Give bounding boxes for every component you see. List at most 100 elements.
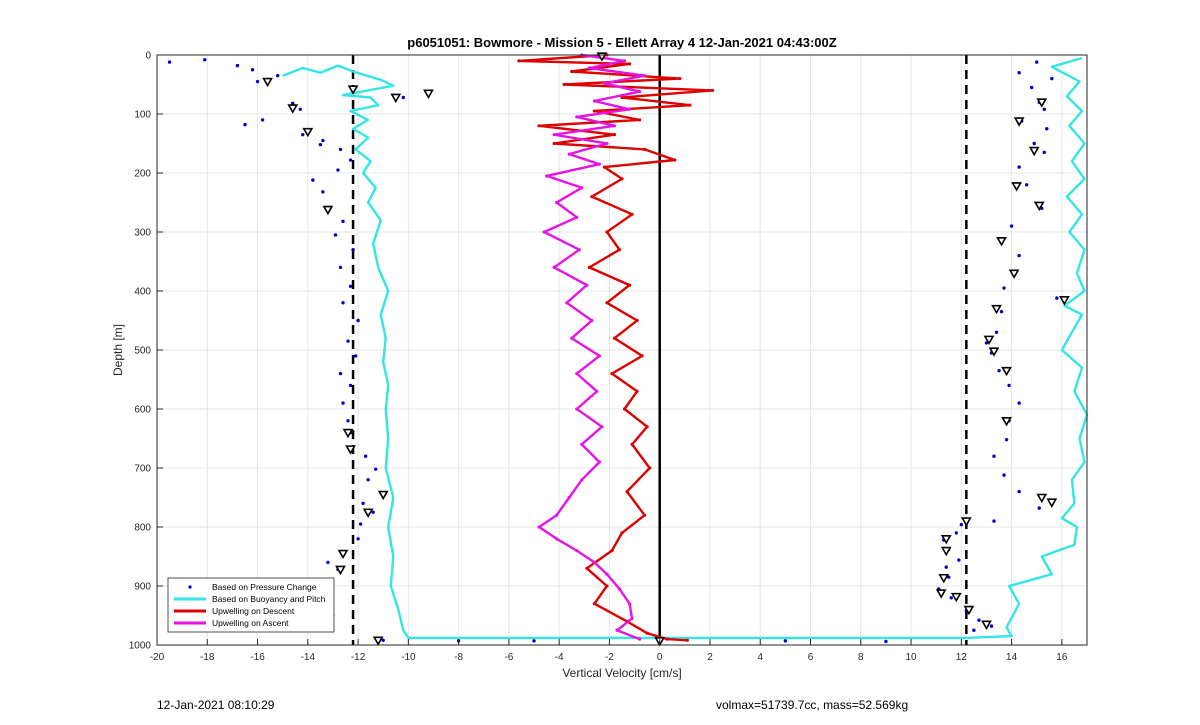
triangle-marker: [423, 89, 434, 99]
pressure-change-point: [346, 419, 350, 423]
pressure-change-point: [321, 138, 325, 143]
series-point: [555, 513, 559, 517]
x-tick-label: 6: [808, 652, 814, 663]
series-point: [580, 186, 584, 190]
pressure-change-point: [235, 63, 240, 68]
series-point: [645, 425, 649, 429]
y-tick-label: 200: [134, 169, 151, 180]
series-point: [570, 336, 574, 340]
pressure-change-point: [1017, 165, 1021, 169]
pressure-change-point: [336, 168, 340, 172]
x-tick-label: -4: [555, 652, 564, 663]
pressure-change-point: [361, 501, 365, 506]
y-tick-label: 100: [134, 110, 151, 121]
series-point: [602, 165, 607, 169]
pressure-change-point: [366, 478, 370, 482]
series-point: [610, 549, 614, 553]
series-point: [555, 537, 559, 541]
pressure-change-point: [1002, 286, 1006, 290]
pressure-change-point: [532, 639, 536, 643]
series-point: [537, 525, 541, 529]
series-point: [542, 230, 546, 234]
pressure-change-point: [338, 265, 343, 270]
triangle-marker: [1011, 182, 1023, 192]
legend-marker-pressure-change: [188, 585, 192, 589]
triangle-marker: [963, 605, 975, 616]
pressure-change-point: [341, 401, 345, 405]
pressure-change-point: [356, 318, 360, 323]
pressure-change-point: [884, 639, 888, 644]
series-point: [637, 637, 642, 641]
pressure-change-point: [401, 95, 406, 100]
series-point: [622, 407, 627, 411]
x-tick-label: 4: [757, 652, 763, 663]
grid-lines: [156, 54, 1087, 646]
pressure-change-point: [944, 565, 948, 569]
pressure-change-point: [947, 575, 951, 579]
triangle-marker: [960, 517, 972, 527]
pressure-change-point: [338, 371, 343, 376]
triangle-marker: [347, 85, 359, 95]
series-point: [617, 248, 622, 252]
triangle-marker: [1013, 117, 1025, 127]
series-point: [605, 230, 609, 234]
series-group: [537, 53, 647, 641]
series-point: [665, 637, 669, 641]
triangle-marker: [1008, 269, 1020, 279]
series-point: [587, 265, 591, 269]
pressure-change-point: [1050, 76, 1054, 81]
triangle-marker: [1058, 296, 1070, 306]
series-point: [592, 560, 596, 565]
x-tick-label: -16: [250, 652, 265, 663]
series-point: [565, 301, 569, 305]
series-point: [592, 109, 596, 113]
series-point: [517, 59, 521, 63]
series-point: [605, 584, 609, 588]
pressure-change-point: [949, 596, 953, 600]
series-point: [643, 74, 647, 78]
x-tick-label: -14: [301, 652, 316, 663]
pressure-change-point: [346, 339, 350, 343]
legend-box: [167, 577, 335, 633]
series-point: [605, 572, 609, 576]
y-axis-label: Depth [m]: [111, 324, 125, 376]
pressure-change-point: [353, 354, 358, 358]
x-tick-label: 10: [905, 652, 917, 663]
pressure-change-point: [994, 330, 999, 334]
series-point: [592, 99, 596, 103]
pressure-change-point: [1004, 437, 1009, 442]
x-tick-label: -12: [351, 652, 366, 663]
x-tick-label: 8: [858, 652, 864, 663]
pressure-change-point: [291, 101, 295, 106]
pressure-change-point: [167, 60, 172, 64]
series-point: [587, 66, 591, 70]
series-point: [678, 77, 682, 81]
triangle-marker: [1046, 498, 1058, 508]
pressure-change-point: [356, 537, 360, 541]
y-tick-label: 300: [134, 228, 151, 239]
series-point: [592, 602, 596, 606]
triangle-marker: [1033, 201, 1045, 212]
series-group: [167, 58, 1059, 644]
pressure-change-point: [371, 510, 375, 514]
series-point: [577, 248, 581, 252]
triangle-marker: [345, 445, 356, 455]
pressure-change-point: [1007, 383, 1011, 388]
series-point: [627, 283, 632, 287]
series-point: [648, 466, 652, 470]
pressure-change-point: [1030, 85, 1034, 90]
triangle-marker: [337, 549, 349, 560]
series-point: [615, 628, 619, 632]
x-tick-label: -10: [401, 652, 416, 663]
triangle-marker: [940, 546, 952, 557]
x-tick-label: 12: [956, 652, 968, 663]
series-point: [552, 141, 556, 146]
series-point: [555, 200, 559, 205]
series-point: [610, 372, 614, 376]
series-point: [575, 407, 579, 411]
series-point: [595, 389, 599, 393]
series-point: [673, 158, 677, 162]
data-series: [167, 52, 1089, 647]
pressure-change-point: [992, 454, 996, 458]
axes: -20 -18 -16 -14 -12 -10 -8 -6 -4 -2 0 2 4 6 8 10 12 14 160…: [129, 51, 1068, 664]
